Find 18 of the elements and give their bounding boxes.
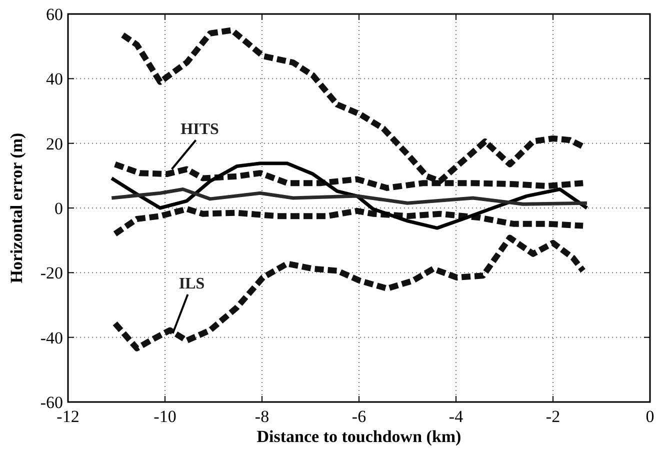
annotation: HITS: [180, 121, 220, 138]
x-tick-label: 0: [646, 407, 654, 426]
x-tick-label: -4: [448, 407, 464, 426]
line-series: [110, 162, 589, 230]
line-series: [110, 187, 589, 206]
y-tick-label: 40: [46, 70, 63, 89]
annotation: ILS: [178, 275, 205, 292]
x-tick-label: -2: [546, 407, 560, 426]
x-tick-label: -10: [154, 407, 176, 426]
y-tick-label: -40: [40, 328, 63, 348]
y-tick-label: 60: [46, 5, 63, 24]
x-axis-title: Distance to touchdown (km): [256, 427, 462, 446]
y-tick-label: 0: [54, 199, 63, 218]
y-tick-label: -20: [40, 264, 63, 283]
x-tick-label: -8: [254, 407, 270, 426]
x-tick-label: -6: [352, 407, 366, 426]
y-axis-title: Horizontal error (m): [7, 132, 26, 284]
y-tick-label: 20: [46, 134, 63, 154]
